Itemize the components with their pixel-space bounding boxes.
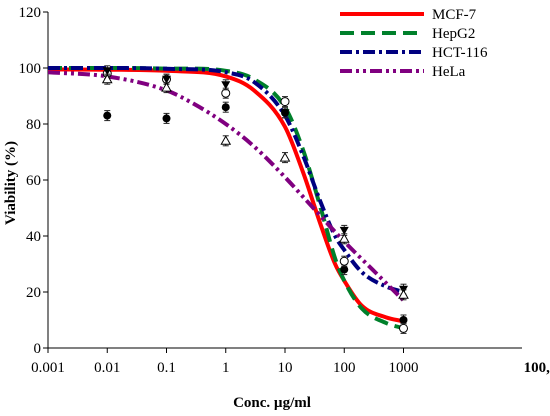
legend-label-hela: HeLa [432, 64, 466, 80]
legend: MCF-7 HepG2 HCT-116 HeLa [333, 3, 548, 81]
data-point-hct-116 [280, 109, 290, 118]
data-point-hepg2 [221, 88, 231, 98]
legend-label-hepg2: HepG2 [432, 26, 475, 42]
x-tick-label: 0.01 [94, 360, 120, 376]
x-axis-label: Conc. µg/ml [233, 395, 311, 411]
x-tick-label: 0.001 [31, 360, 65, 376]
y-tick-label: 20 [26, 285, 41, 301]
x-tick-label: 10 [278, 360, 293, 376]
data-point-hepg2 [280, 97, 290, 107]
y-tick-label: 0 [34, 341, 42, 357]
axes: 0 20 40 60 80 100 120 0.001 0.01 0.1 1 10 100 1000 100… [19, 5, 550, 376]
data-point-hct-116 [162, 75, 171, 84]
x-tick-label: 100,000 [524, 360, 550, 376]
data-point-hela [101, 73, 113, 84]
data-point-hela [220, 135, 232, 145]
data-point-hct-116 [221, 81, 231, 90]
y-tick-label: 60 [26, 173, 41, 189]
data-point-hela [279, 152, 291, 162]
data-point-mcf-7 [399, 316, 408, 324]
data-point-mcf-7 [340, 265, 349, 274]
data-point-hela [161, 82, 172, 92]
data-points [101, 65, 409, 334]
data-point-mcf-7 [103, 111, 112, 120]
legend-label-mcf-7: MCF-7 [432, 7, 477, 23]
series-curve-hela [47, 70, 405, 302]
data-point-hct-116 [339, 226, 349, 235]
data-point-hela [338, 233, 350, 243]
legend-label-hct-116: HCT-116 [432, 45, 488, 61]
x-tick-label: 0.1 [157, 360, 176, 376]
data-point-mcf-7 [221, 103, 230, 112]
data-point-hela [398, 289, 409, 299]
x-tick-label: 1 [222, 360, 230, 376]
y-tick-label: 80 [26, 117, 41, 133]
data-point-hepg2 [399, 323, 408, 333]
x-tick-label: 100 [333, 360, 356, 376]
data-point-hepg2 [339, 256, 349, 266]
fitted-curves [47, 66, 405, 331]
data-point-hct-116 [102, 67, 112, 76]
y-tick-label: 120 [19, 5, 42, 21]
y-tick-label: 40 [26, 229, 41, 245]
x-tick-label: 1000 [389, 360, 419, 376]
series-curve-hct-116 [48, 66, 405, 294]
y-tick-label: 100 [19, 61, 42, 77]
data-point-mcf-7 [162, 114, 171, 123]
y-axis-label: Viability (%) [3, 141, 19, 225]
